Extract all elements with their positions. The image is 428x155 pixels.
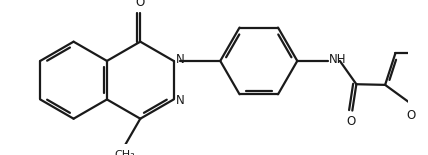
Text: O: O [136,0,145,9]
Text: NH: NH [329,53,346,66]
Text: N: N [176,94,185,107]
Text: O: O [407,108,416,122]
Text: O: O [347,115,356,128]
Text: N: N [176,53,185,66]
Text: CH₃: CH₃ [115,150,136,155]
